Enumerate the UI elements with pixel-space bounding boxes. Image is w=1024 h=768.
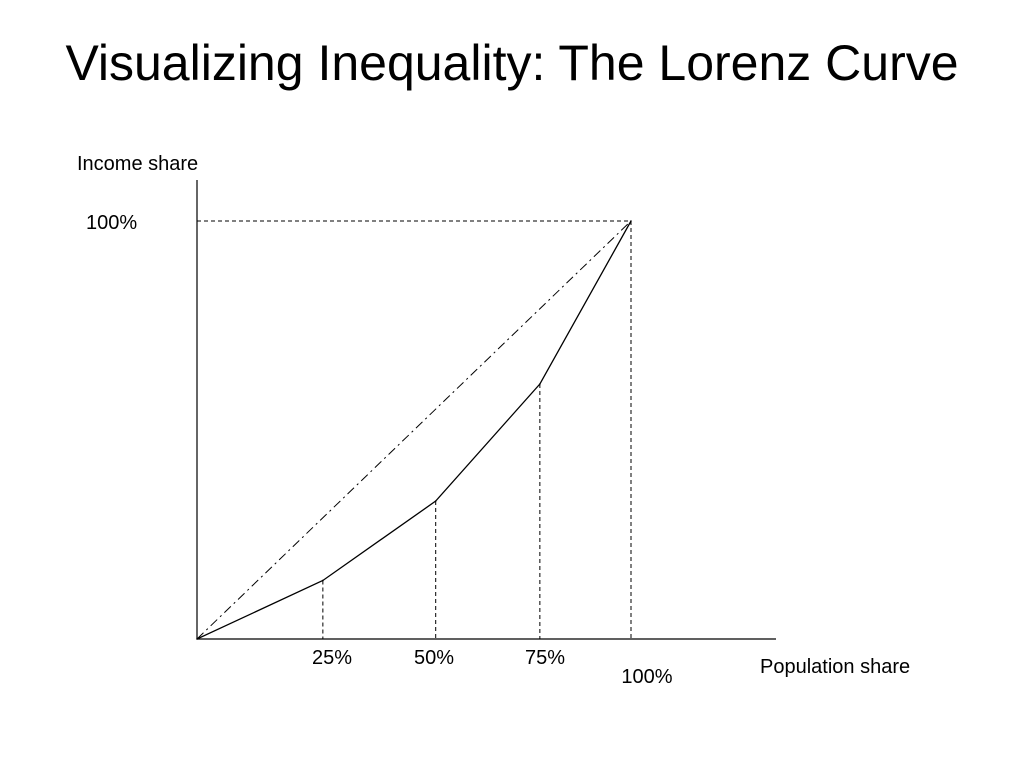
x-tick-label-2: 75% — [525, 647, 565, 669]
x-tick-label-1: 50% — [414, 647, 454, 669]
axes — [196, 180, 776, 640]
x-axis-label: Population share — [760, 656, 910, 678]
equality-line — [196, 220, 632, 640]
slide-title: Visualizing Inequality: The Lorenz Curve — [65, 35, 959, 91]
guide-lines — [197, 220, 632, 639]
x-tick-label-3: 100% — [621, 666, 672, 688]
chart-labels: Income share Population share 100% 25% 50% 75… — [77, 153, 910, 688]
lorenz-point-4 — [630, 220, 632, 222]
y-tick-label-0: 100% — [86, 212, 137, 234]
series-lines — [196, 220, 632, 640]
lorenz-point-0 — [196, 638, 198, 640]
x-tick-label-0: 25% — [312, 647, 352, 669]
lorenz-point-3 — [539, 383, 541, 385]
lorenz-point-2 — [434, 500, 437, 502]
y-axis-label: Income share — [77, 153, 198, 175]
lorenz-point-1 — [322, 579, 324, 582]
